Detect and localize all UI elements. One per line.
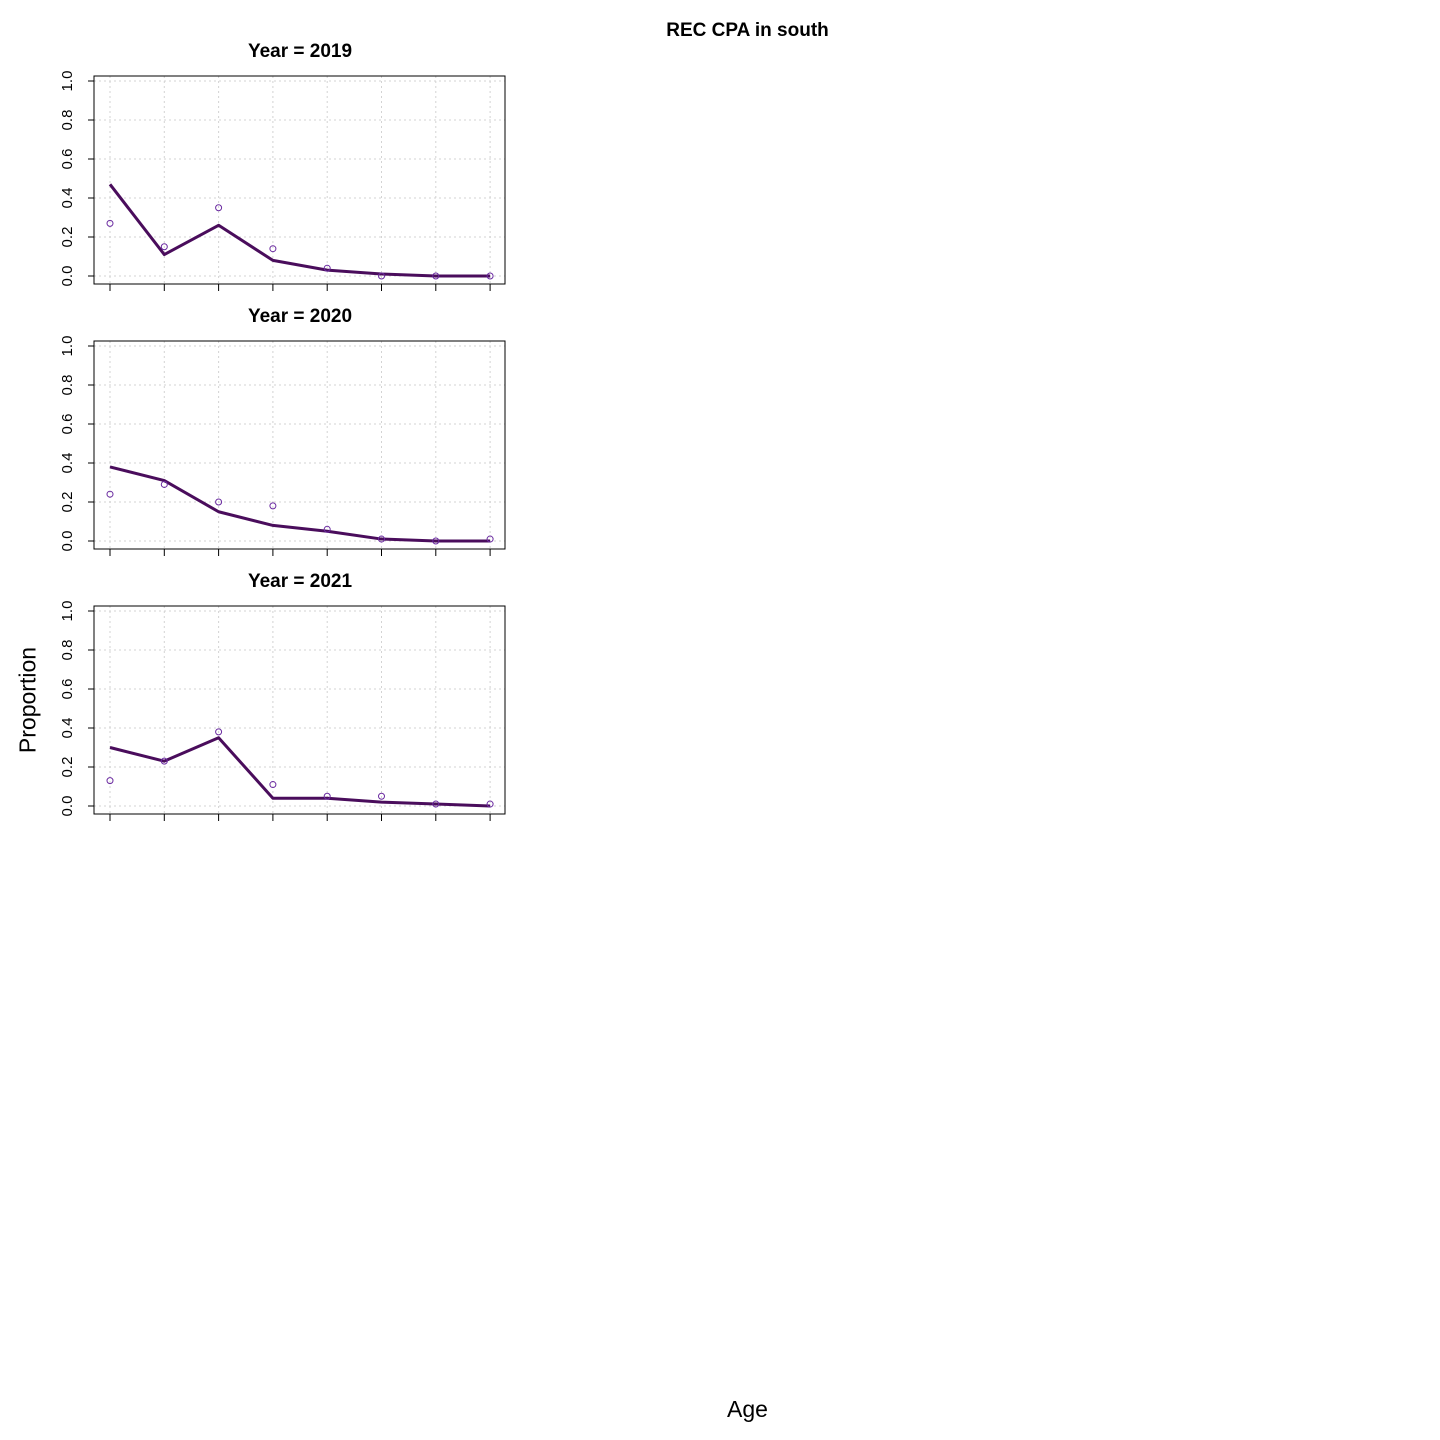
observed-point: [160, 757, 168, 765]
observed-point: [378, 792, 385, 800]
panel-3: Year = 2021 0.0 0.2 0.4 0.6 0.8 1.0: [59, 571, 506, 821]
observed-point: [323, 264, 331, 272]
y-tick-label: 0.2: [59, 227, 76, 248]
observed-point: [269, 781, 277, 789]
y-tick-label: 1.0: [59, 336, 76, 357]
observed-point: [160, 243, 168, 251]
plot-frame: [93, 75, 506, 285]
y-tick-label: 0.2: [59, 492, 76, 513]
observed-point: [215, 204, 223, 212]
panel-title: Year = 2021: [248, 571, 353, 592]
observed-point: [323, 792, 331, 800]
panel-title: Year = 2019: [248, 41, 352, 62]
expected-line: [109, 465, 491, 543]
y-tick-label: 0.6: [59, 679, 76, 700]
observed-point: [432, 272, 440, 280]
y-tick-label: 0.0: [59, 531, 76, 552]
y-tick-label: 1.0: [59, 601, 76, 622]
observed-point: [432, 800, 440, 808]
observed-point: [486, 800, 494, 808]
observed-point: [486, 272, 494, 280]
expected-line: [109, 736, 491, 808]
panel-1: Year = 2019 0.0 0.2 0.4 0.6 0.8 1.0: [59, 41, 506, 291]
y-tick-label: 0.0: [59, 796, 76, 817]
x-axis-label: Age: [727, 1396, 768, 1422]
observed-point: [160, 480, 168, 488]
observed-point: [215, 728, 223, 736]
observed-point: [378, 272, 385, 280]
observed-point: [215, 498, 223, 506]
observed-point: [378, 535, 385, 543]
y-tick-label: 0.6: [59, 414, 76, 435]
observed-point: [323, 525, 331, 533]
y-tick-label: 0.8: [59, 110, 76, 131]
observed-point: [432, 537, 440, 545]
observed-point: [106, 490, 114, 498]
observed-point: [106, 777, 114, 785]
y-tick-label: 1.0: [59, 71, 76, 92]
panel-title: Year = 2020: [248, 306, 352, 327]
figure-title: REC CPA in south: [666, 20, 829, 41]
observed-point: [106, 219, 114, 227]
y-tick-label: 0.4: [59, 188, 76, 209]
y-tick-label: 0.4: [59, 453, 76, 474]
y-tick-label: 0.0: [59, 266, 76, 287]
panel-2: Year = 2020 0.0 0.2 0.4 0.6 0.8 1.0: [59, 306, 506, 556]
y-tick-label: 0.8: [59, 375, 76, 396]
y-tick-label: 0.4: [59, 718, 76, 739]
plot-frame: [93, 340, 506, 550]
observed-point: [486, 535, 494, 543]
observed-point: [269, 245, 277, 253]
y-tick-label: 0.8: [59, 640, 76, 661]
plot-frame: [93, 605, 506, 815]
y-tick-label: 0.6: [59, 149, 76, 170]
y-tick-label: 0.2: [59, 757, 76, 778]
observed-point: [269, 502, 277, 510]
expected-line: [108, 183, 491, 278]
